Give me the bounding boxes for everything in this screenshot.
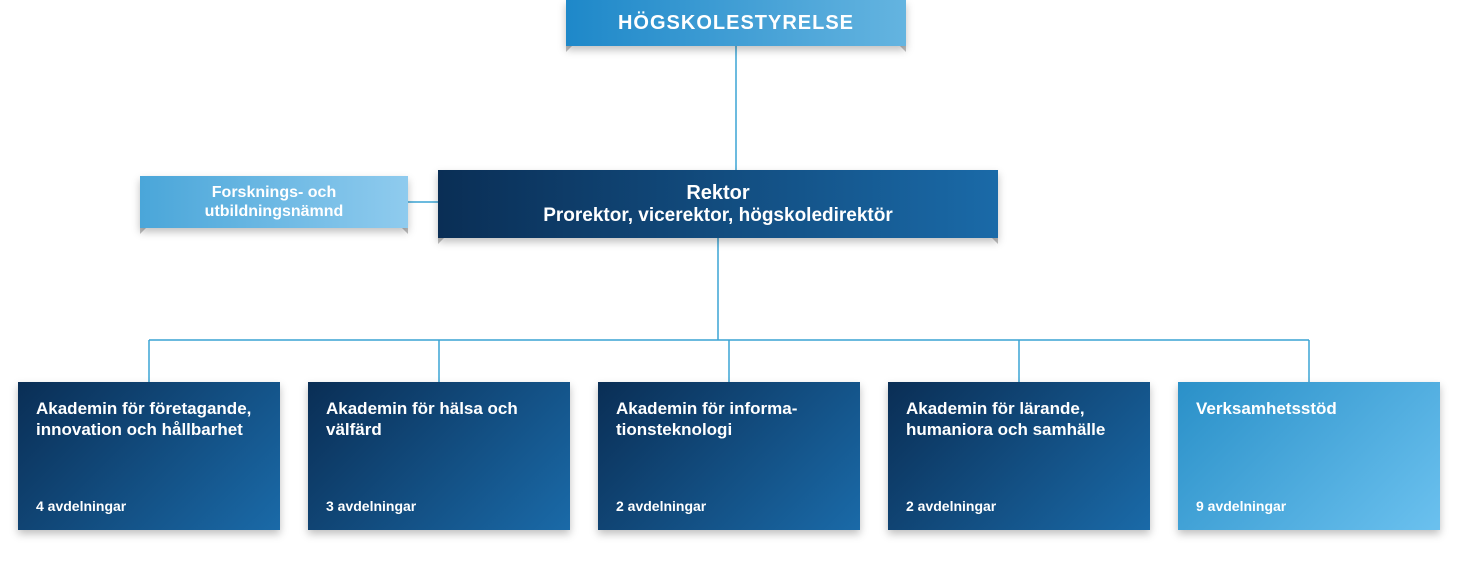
node-dept-1-title: Akademin för företagande, innovation och… — [36, 398, 262, 470]
node-rektor: Rektor Prorektor, vicerektor, högskoledi… — [438, 170, 998, 238]
node-dept-4-meta: 2 avdelningar — [906, 498, 1132, 514]
node-dept-5-title: Verksamhetsstöd — [1196, 398, 1422, 470]
node-advisory: Forsknings- och utbildningsnämnd — [140, 176, 408, 228]
node-dept-4: Akademin för lärande, humaniora och samh… — [888, 382, 1150, 530]
node-dept-5: Verksamhetsstöd 9 avdelningar — [1178, 382, 1440, 530]
node-advisory-line2: utbildningsnämnd — [205, 202, 344, 221]
node-board: HÖGSKOLESTYRELSE — [566, 0, 906, 46]
node-board-label: HÖGSKOLESTYRELSE — [618, 12, 854, 35]
node-rektor-line1: Rektor — [686, 182, 749, 205]
node-dept-4-title: Akademin för lärande, humaniora och samh… — [906, 398, 1132, 470]
node-dept-2-title: Akademin för hälsa och välfärd — [326, 398, 552, 470]
node-dept-2: Akademin för hälsa och välfärd 3 avdelni… — [308, 382, 570, 530]
node-dept-3: Akademin för informa­tionsteknologi 2 av… — [598, 382, 860, 530]
node-dept-1: Akademin för företagande, innovation och… — [18, 382, 280, 530]
node-dept-1-meta: 4 avdelningar — [36, 498, 262, 514]
node-dept-3-title: Akademin för informa­tionsteknologi — [616, 398, 842, 470]
node-dept-5-meta: 9 avdelningar — [1196, 498, 1422, 514]
node-rektor-line2: Prorektor, vicerektor, högskoledirektör — [543, 205, 893, 227]
node-dept-3-meta: 2 avdelningar — [616, 498, 842, 514]
node-dept-2-meta: 3 avdelningar — [326, 498, 552, 514]
node-advisory-line1: Forsknings- och — [212, 183, 336, 202]
